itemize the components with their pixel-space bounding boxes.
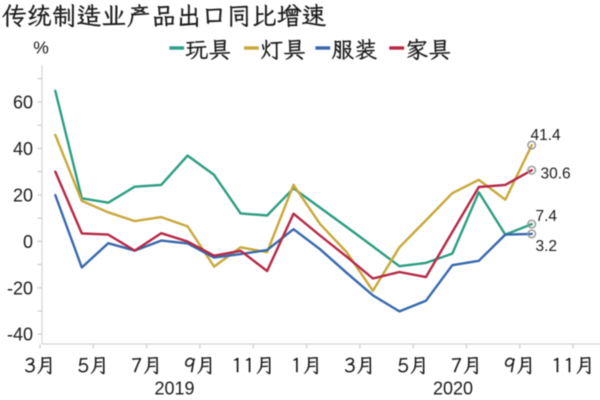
svg-text:-20: -20 <box>7 278 33 298</box>
svg-text:40: 40 <box>13 139 33 159</box>
svg-text:20: 20 <box>13 185 33 205</box>
svg-text:7.4: 7.4 <box>536 208 558 225</box>
svg-text:0: 0 <box>23 232 33 252</box>
svg-text:-40: -40 <box>7 325 33 345</box>
svg-text:41.4: 41.4 <box>531 127 562 144</box>
svg-text:3.2: 3.2 <box>536 238 558 255</box>
svg-text:2019: 2019 <box>154 379 194 399</box>
svg-text:60: 60 <box>13 92 33 112</box>
svg-text:2020: 2020 <box>433 379 473 399</box>
svg-text:30.6: 30.6 <box>541 166 571 183</box>
svg-text:%: % <box>33 38 49 58</box>
